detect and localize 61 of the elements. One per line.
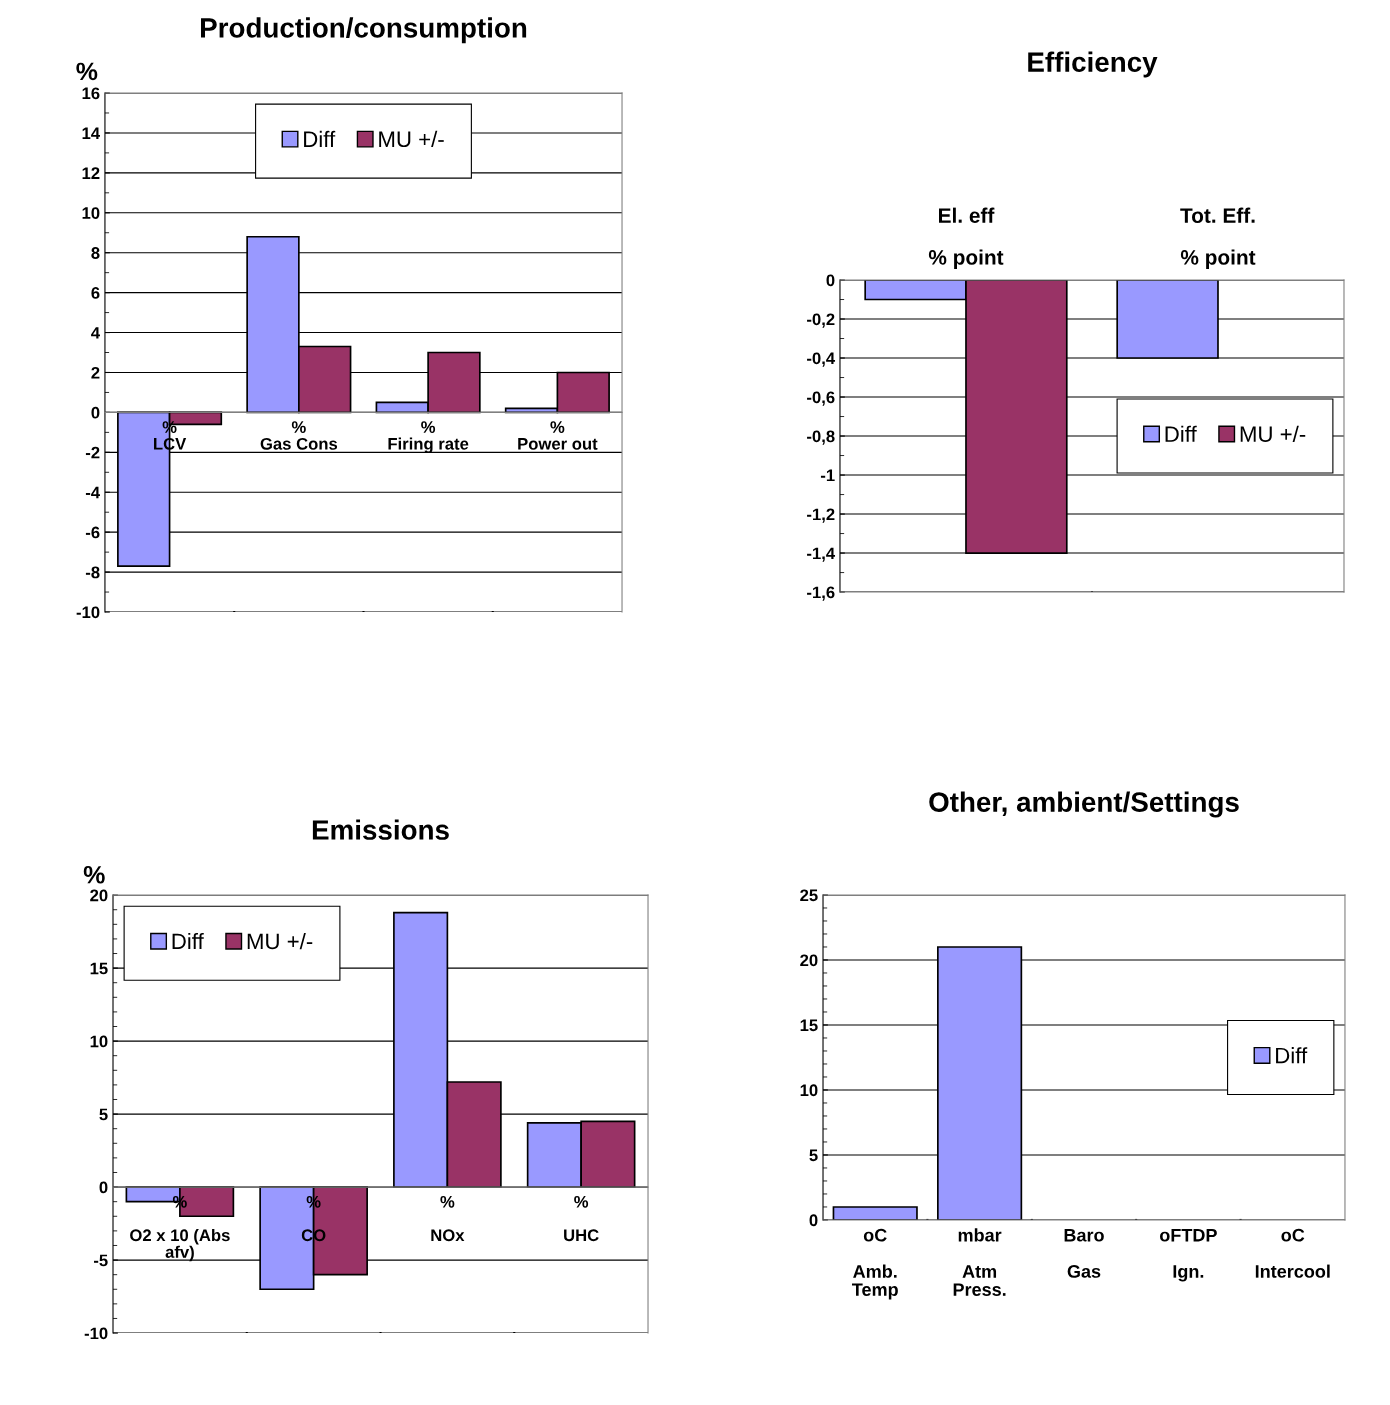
y-tick-label: 10 xyxy=(90,1035,108,1048)
y-tick-label: 25 xyxy=(800,889,818,902)
y-tick-label: -1,2 xyxy=(807,508,835,523)
y-tick-label: -10 xyxy=(76,606,100,619)
y-tick-label: 5 xyxy=(99,1108,108,1121)
y-tick-label: 4 xyxy=(91,327,100,339)
y-tick-label: -0,6 xyxy=(807,391,835,406)
category-label: mbar Atm Press. xyxy=(953,1228,1006,1296)
y-tick-label: -0,2 xyxy=(807,313,835,328)
legend-label: MU +/- xyxy=(379,130,444,148)
y-tick-label: 20 xyxy=(90,889,108,902)
y-tick-label: -5 xyxy=(93,1254,108,1267)
legend-label: Diff xyxy=(304,130,336,147)
y-axis-title: % xyxy=(76,62,98,81)
legend-label: MU +/- xyxy=(247,932,313,950)
y-tick-label: -1 xyxy=(820,469,835,482)
y-tick-label: -8 xyxy=(85,566,100,579)
category-label: % NOx xyxy=(431,1195,465,1242)
y-axis-title: % xyxy=(83,865,105,884)
x-tick-label: % Firing rate xyxy=(388,421,469,454)
y-tick-label: -0,4 xyxy=(807,352,836,367)
y-tick-label: 8 xyxy=(91,247,100,259)
y-tick-label: 14 xyxy=(82,127,100,139)
legend-label: Diff xyxy=(1276,1047,1308,1064)
chart-title: Production/consumption xyxy=(201,17,527,44)
category-label: oC Amb. Temp xyxy=(852,1228,898,1300)
category-label: % UHC xyxy=(564,1195,599,1242)
y-tick-label: 6 xyxy=(91,287,100,299)
y-tick-label: 10 xyxy=(800,1084,818,1097)
category-label: Baro Gas xyxy=(1064,1228,1104,1278)
y-tick-label: 2 xyxy=(91,366,100,379)
chart-title: Efficiency xyxy=(1028,51,1158,78)
legend-label: Diff xyxy=(172,932,204,950)
y-tick-label: 0 xyxy=(91,406,100,419)
legend-label: MU +/- xyxy=(1240,425,1306,443)
y-tick-label: 0 xyxy=(99,1181,108,1194)
category-label: oC Intercool xyxy=(1255,1228,1330,1278)
y-tick-label: 15 xyxy=(90,962,108,975)
y-tick-label: 5 xyxy=(809,1149,818,1162)
x-tick-label: % Gas Cons xyxy=(260,421,338,450)
chart-title: Other, ambient/Settings xyxy=(929,791,1239,818)
chart-title: Emissions xyxy=(312,819,449,840)
y-tick-label: 10 xyxy=(82,207,100,219)
y-tick-label: -6 xyxy=(85,526,100,539)
category-label: oFTDP Ign. xyxy=(1160,1228,1217,1282)
y-tick-label: -1,6 xyxy=(807,586,835,601)
y-tick-label: 16 xyxy=(82,87,100,100)
category-label: El. eff % point xyxy=(928,207,1004,269)
y-tick-label: 0 xyxy=(809,1214,818,1227)
y-tick-label: -0,8 xyxy=(807,430,835,445)
y-tick-label: 15 xyxy=(800,1019,818,1032)
y-tick-label: 20 xyxy=(800,954,818,967)
y-tick-label: -10 xyxy=(84,1327,108,1340)
y-tick-label: -2 xyxy=(85,446,100,459)
legend-label: Diff xyxy=(1165,425,1197,442)
y-tick-label: -1,4 xyxy=(807,547,836,562)
x-tick-label: % Power out xyxy=(518,421,598,450)
category-label: Tot. Eff. % point xyxy=(1180,207,1256,269)
y-tick-label: 0 xyxy=(826,274,835,287)
y-tick-label: 12 xyxy=(82,167,100,179)
y-tick-label: -4 xyxy=(85,486,100,499)
